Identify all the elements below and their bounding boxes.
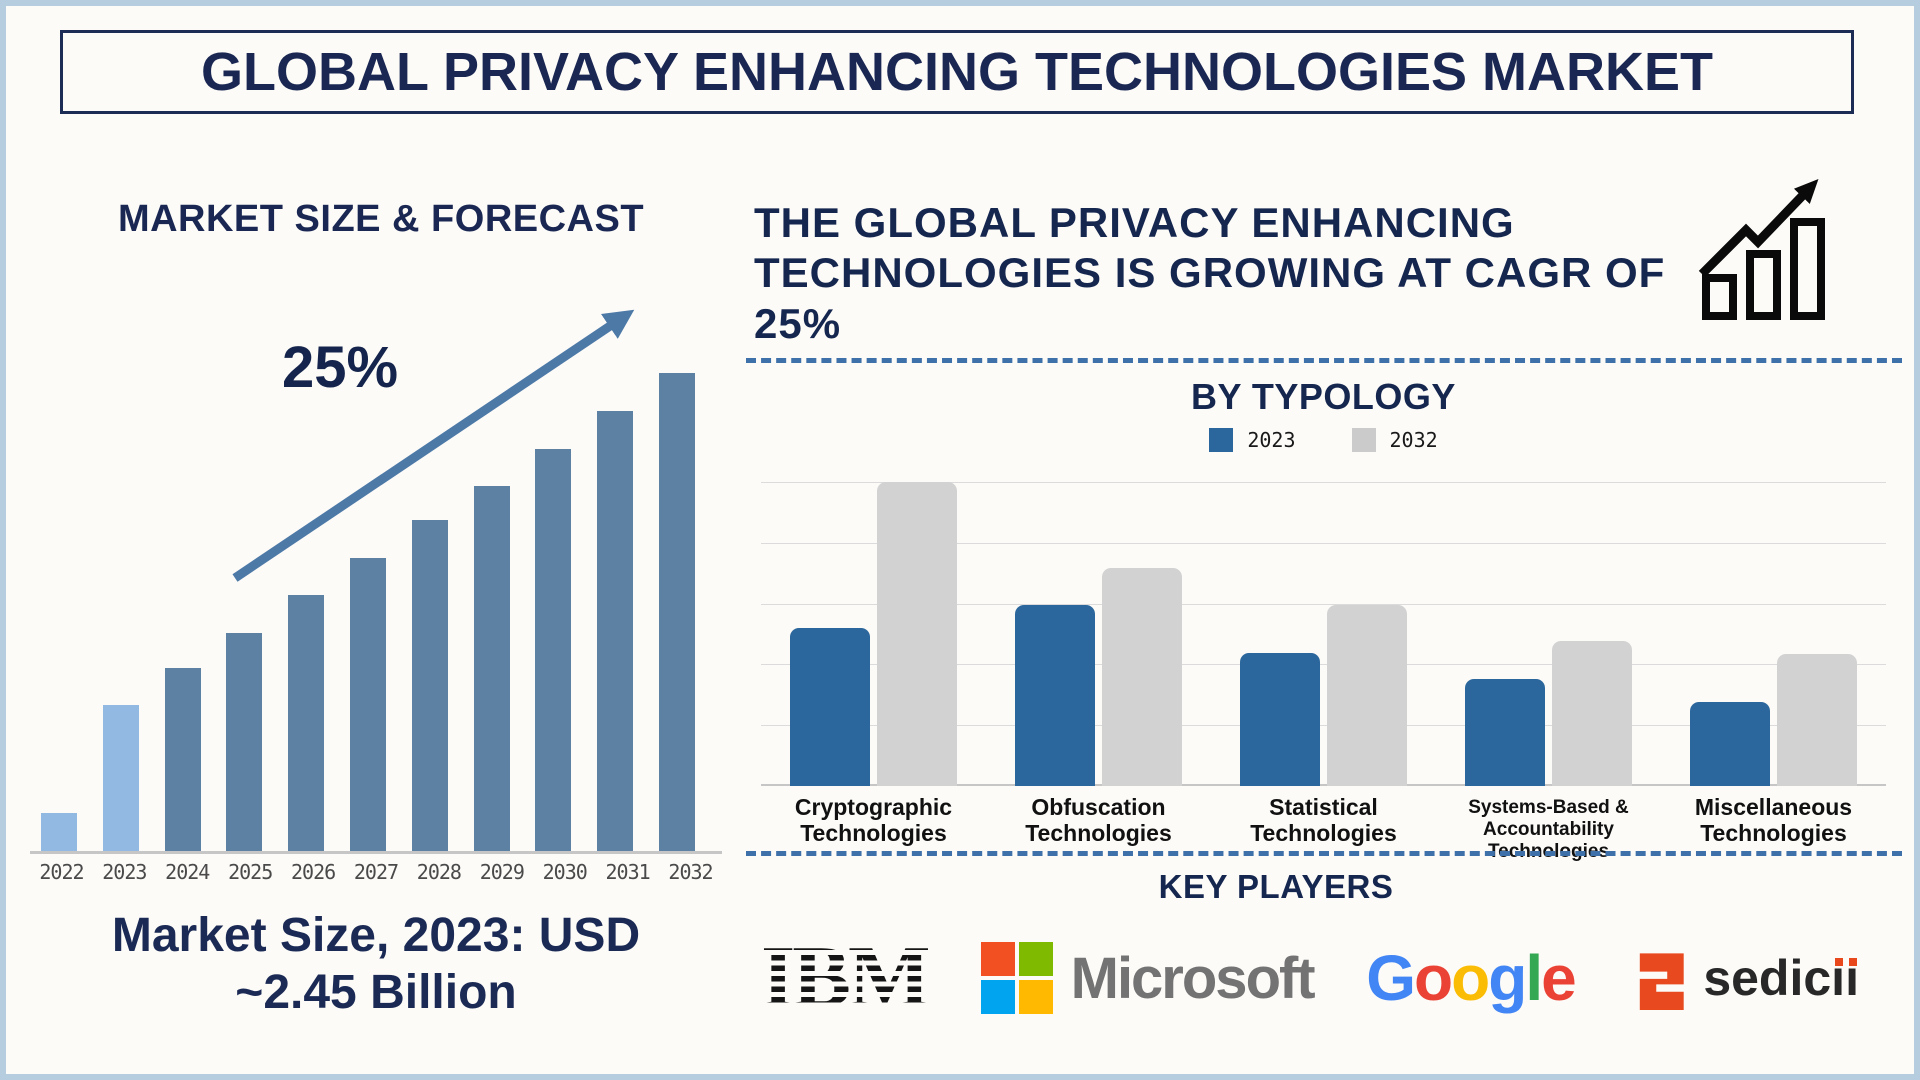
typology-chart: [761, 482, 1886, 786]
forecast-bar-2023: [102, 705, 139, 851]
key-players-heading: KEY PLAYERS: [1158, 868, 1394, 905]
microsoft-square-3: [980, 980, 1015, 1014]
year-label-2029: 2029: [479, 860, 525, 884]
typology-bar-2023: [1465, 678, 1545, 786]
typology-label-2: Obfuscation Technologies: [1025, 794, 1172, 847]
forecast-year-axis: 2022 2023 2024 2025 2026 2027 2028 2029 2030 2031…: [30, 860, 722, 884]
cagr-percent-label: 25%: [282, 335, 399, 400]
market-size-caption: Market Size, 2023: USD ~2.45 Billion: [36, 908, 716, 1021]
year-label-2023: 2023: [102, 860, 147, 884]
google-letter-l: l: [1525, 942, 1543, 1014]
typology-label-1: Cryptographic Technologies: [794, 794, 953, 847]
gridline: [761, 603, 1886, 605]
gridline: [761, 725, 1886, 727]
forecast-bar-2032: [659, 373, 695, 851]
legend-item-2023: 2023: [1209, 428, 1296, 452]
year-label-2032: 2032: [668, 860, 713, 884]
microsoft-square-4: [1018, 980, 1053, 1014]
forecast-bar-2027: [350, 558, 386, 851]
page-title: GLOBAL PRIVACY ENHANCING TECHNOLOGIES MA…: [200, 42, 1714, 102]
google-letter-o: o: [1451, 942, 1490, 1014]
typology-group-3: [1240, 482, 1407, 786]
forecast-bar-2025: [226, 633, 263, 851]
gridline: [761, 664, 1886, 666]
typology-bar-2032: [1327, 605, 1407, 786]
market-size-caption-line1: Market Size, 2023: USD: [111, 909, 641, 962]
sedicii-wordmark: sedic ıı: [1703, 949, 1859, 1007]
typology-label-3: Statistical Technologies: [1250, 794, 1397, 847]
forecast-bar-2030: [535, 449, 572, 851]
typology-legend: 2023 2032: [761, 428, 1886, 452]
forecast-bar-2029: [473, 486, 510, 851]
legend-swatch-2032: [1351, 428, 1376, 452]
typology-category-labels: Cryptographic Technologies Obfuscation Te…: [761, 794, 1886, 863]
ibm-logo: IBM: [761, 929, 931, 1026]
market-size-forecast-chart: 25%: [30, 296, 722, 854]
microsoft-square-1: [980, 942, 1015, 976]
title-box: GLOBAL PRIVACY ENHANCING TECHNOLOGIES MA…: [60, 30, 1854, 114]
year-label-2024: 2024: [165, 860, 210, 884]
typology-bar-2023: [1240, 652, 1320, 786]
legend-swatch-2023: [1209, 428, 1234, 452]
year-label-2025: 2025: [228, 860, 273, 884]
market-size-forecast-heading: MARKET SIZE & FORECAST: [117, 198, 645, 240]
year-label-2030: 2030: [542, 860, 588, 884]
sedicii-dotted-i-2: ı: [1845, 950, 1859, 1006]
forecast-bar-2026: [288, 595, 325, 851]
sedicii-wordmark-head: sedic: [1703, 950, 1832, 1006]
google-letter-G: G: [1366, 942, 1416, 1014]
year-label-2027: 2027: [353, 860, 399, 884]
gridline: [761, 482, 1886, 483]
typology-bar-2032: [877, 482, 957, 786]
dashed-divider-bottom: [746, 851, 1902, 856]
typology-label-5: Miscellaneous Technologies: [1694, 794, 1853, 847]
forecast-bar-2028: [411, 520, 448, 851]
legend-item-2032: 2032: [1351, 428, 1438, 452]
gridline: [761, 542, 1886, 544]
typology-bar-2023: [790, 627, 870, 786]
forecast-bar-2024: [164, 668, 201, 851]
legend-label-2032: 2032: [1389, 428, 1438, 452]
chart-baseline: [761, 784, 1886, 786]
typology-group-2: [1015, 482, 1182, 786]
year-label-2022: 2022: [39, 860, 84, 884]
year-label-2031: 2031: [605, 860, 651, 884]
forecast-bar-2031: [597, 411, 634, 851]
typology-bar-2032: [1777, 653, 1857, 786]
microsoft-logo: Microsoft: [980, 942, 1316, 1014]
cagr-statement-heading: THE GLOBAL PRIVACY ENHANCING TECHNOLOGIE…: [754, 199, 1666, 347]
typology-bar-2023: [1690, 702, 1770, 786]
typology-bar-2032: [1552, 641, 1632, 786]
google-letter-o: o: [1414, 942, 1453, 1014]
year-label-2026: 2026: [290, 860, 336, 884]
sedicii-wordmark-tail: ıı: [1831, 949, 1859, 1007]
google-letter-e: e: [1541, 942, 1577, 1014]
microsoft-wordmark: Microsoft: [1070, 945, 1316, 1011]
by-typology-heading: BY TYPOLOGY: [1191, 376, 1456, 417]
legend-label-2023: 2023: [1247, 428, 1296, 452]
typology-bar-groups: [761, 482, 1886, 786]
typology-bar-2023: [1015, 604, 1095, 786]
sedicii-logo: sedic ıı: [1627, 946, 1859, 1010]
market-size-caption-line2: ~2.45 Billion: [235, 965, 517, 1019]
forecast-bar-2022: [41, 813, 77, 851]
typology-group-5: [1690, 482, 1857, 786]
google-letter-g: g: [1488, 942, 1527, 1014]
year-label-2028: 2028: [416, 860, 462, 884]
typology-group-1: [790, 482, 957, 786]
growth-chart-icon: [1698, 179, 1825, 320]
typology-group-4: [1465, 482, 1632, 786]
sedicii-mark-icon: [1640, 953, 1684, 1010]
microsoft-square-2: [1018, 942, 1053, 976]
dashed-divider-top: [746, 358, 1902, 363]
sedicii-dotted-i-1: ı: [1831, 950, 1846, 1006]
typology-bar-2032: [1102, 568, 1182, 786]
microsoft-squares-icon: [980, 942, 1053, 1014]
